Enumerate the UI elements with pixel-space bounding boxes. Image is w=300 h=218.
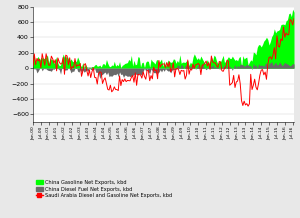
- Legend: China Gasoline Net Exports, kbd, China Diesel Fuel Net Exports, kbd, Saudi Arabi: China Gasoline Net Exports, kbd, China D…: [35, 180, 172, 198]
